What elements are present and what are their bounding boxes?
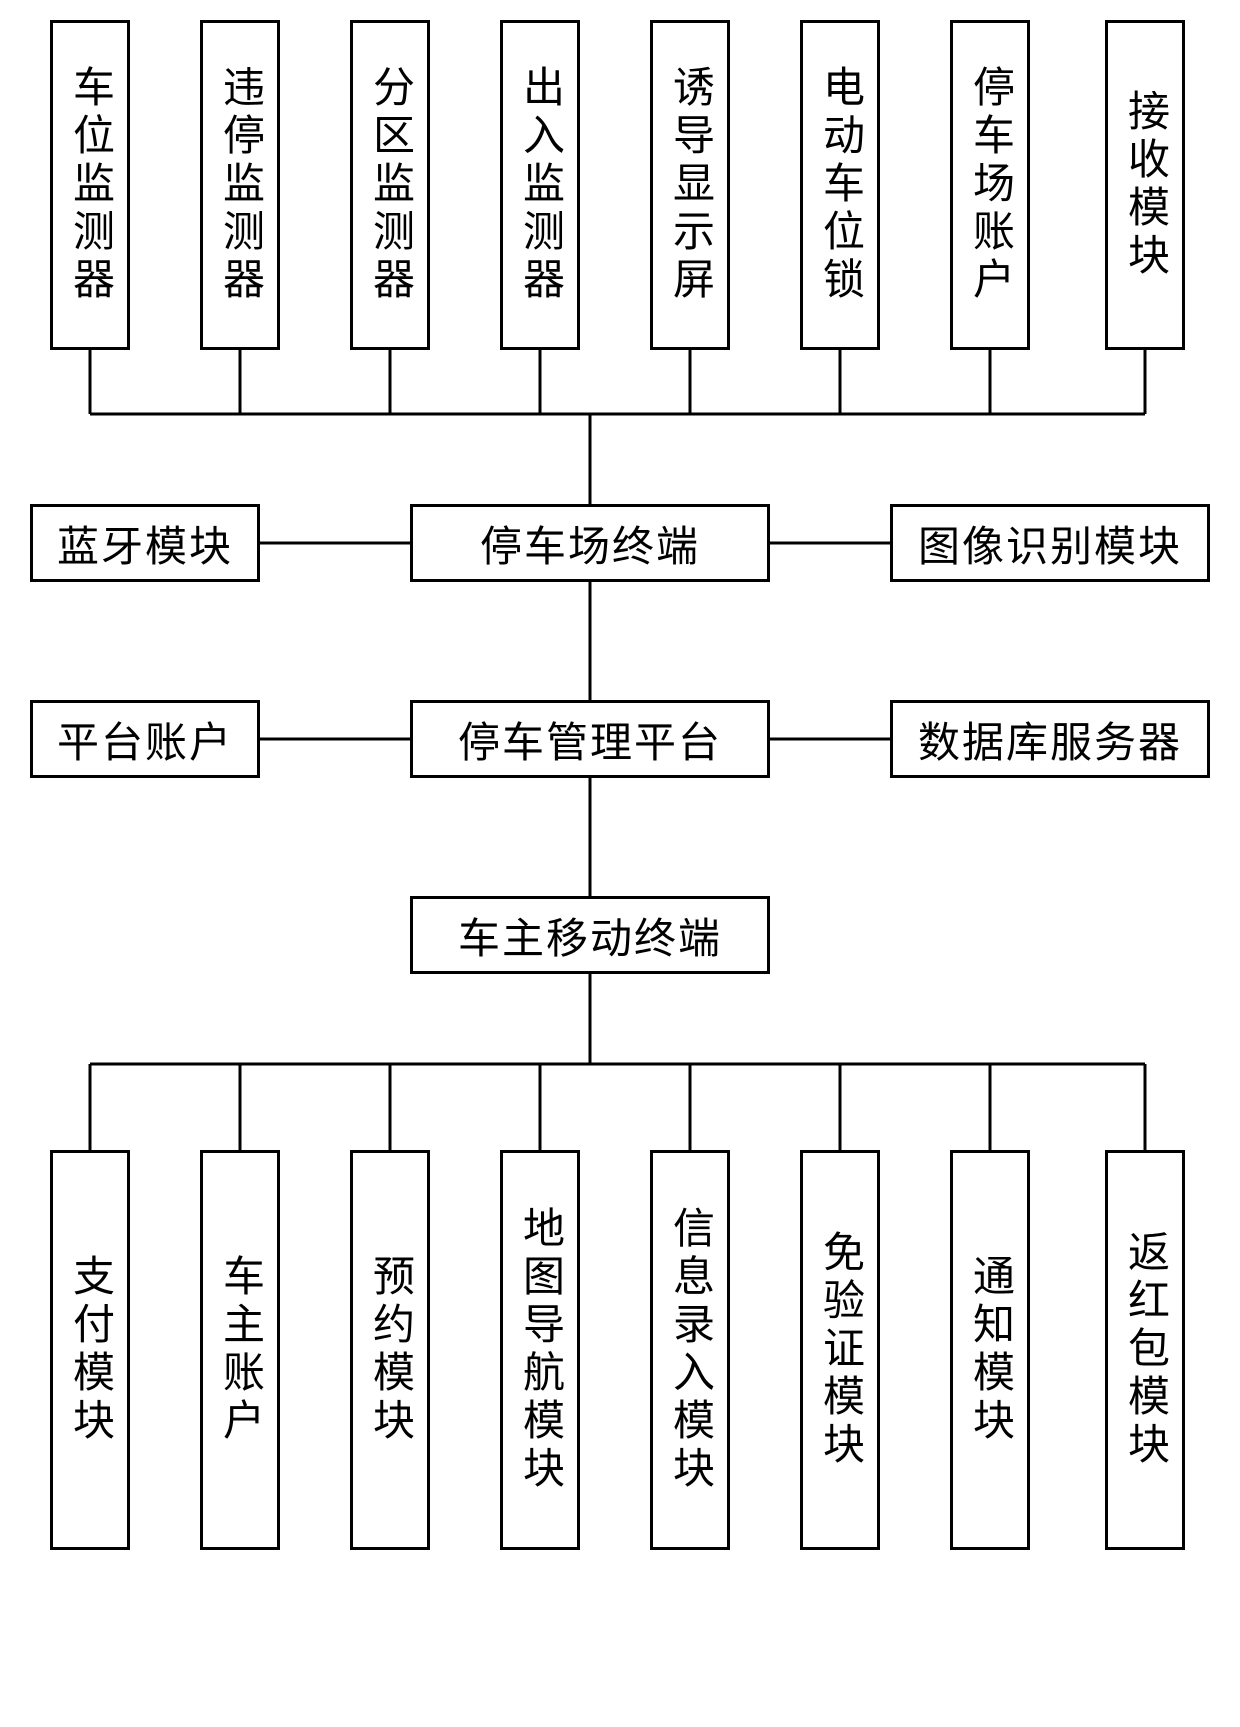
top-node-5: 电动车位锁 [800,20,880,350]
top-node-2: 分区监测器 [350,20,430,350]
row2-left: 平台账户 [30,700,260,778]
row2-center: 停车管理平台 [410,700,770,778]
bottom-node-6: 通知模块 [950,1150,1030,1550]
bottom-node-4: 信息录入模块 [650,1150,730,1550]
bottom-node-1: 车主账户 [200,1150,280,1550]
bottom-node-3: 地图导航模块 [500,1150,580,1550]
row3-center: 车主移动终端 [410,896,770,974]
bottom-node-2: 预约模块 [350,1150,430,1550]
connector-lines [0,0,1240,1727]
row1-center: 停车场终端 [410,504,770,582]
bottom-node-0: 支付模块 [50,1150,130,1550]
top-node-4: 诱导显示屏 [650,20,730,350]
top-node-6: 停车场账户 [950,20,1030,350]
row2-right: 数据库服务器 [890,700,1210,778]
top-node-1: 违停监测器 [200,20,280,350]
top-node-3: 出入监测器 [500,20,580,350]
row1-right: 图像识别模块 [890,504,1210,582]
top-node-0: 车位监测器 [50,20,130,350]
bottom-node-7: 返红包模块 [1105,1150,1185,1550]
bottom-node-5: 免验证模块 [800,1150,880,1550]
row1-left: 蓝牙模块 [30,504,260,582]
diagram-canvas: 车位监测器 违停监测器 分区监测器 出入监测器 诱导显示屏 电动车位锁 停车场账… [0,0,1240,1727]
top-node-7: 接收模块 [1105,20,1185,350]
